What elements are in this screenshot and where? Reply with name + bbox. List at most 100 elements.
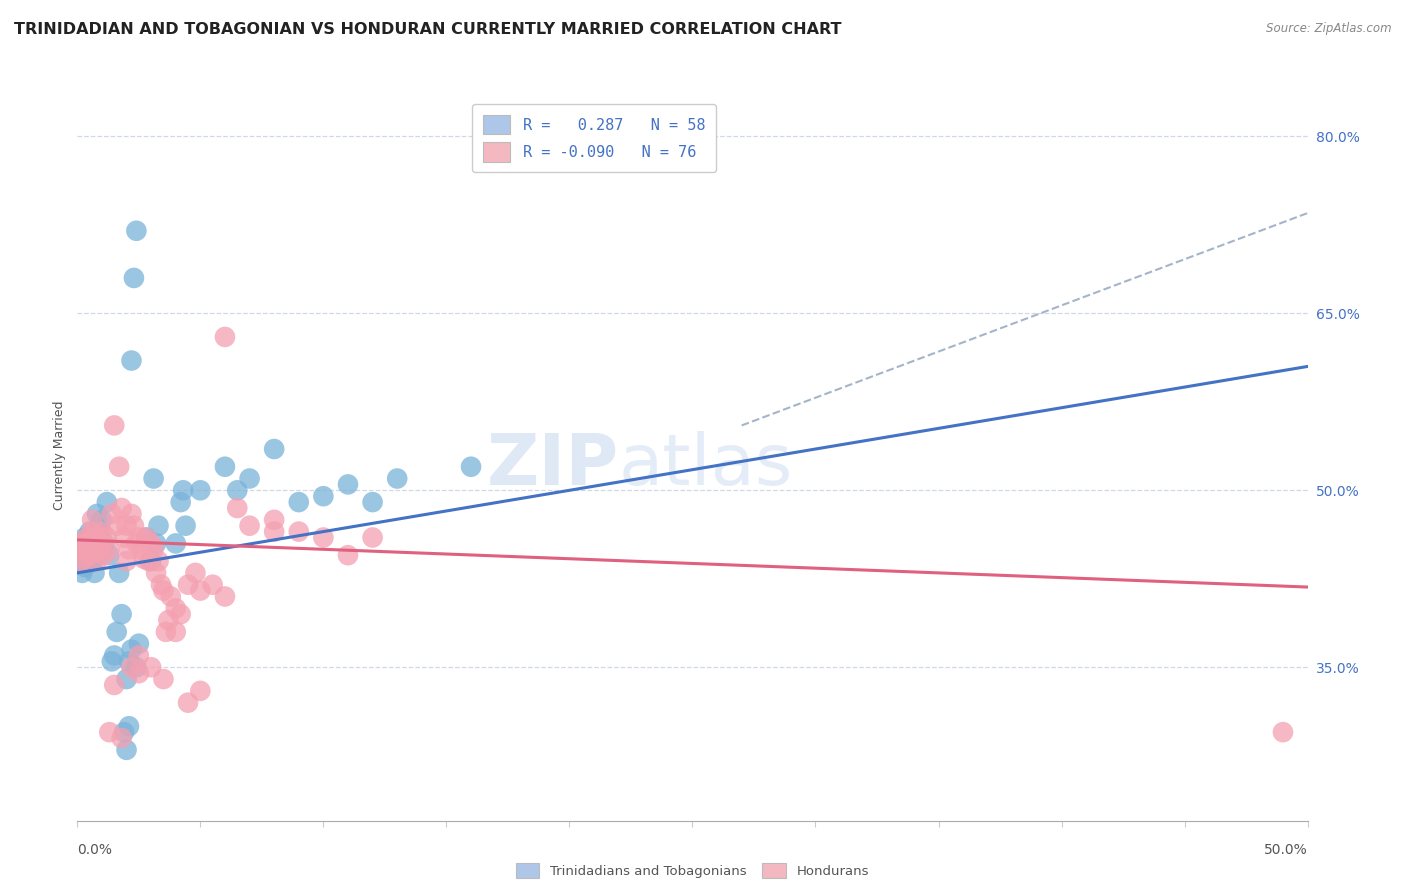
- Point: [115, 672, 138, 686]
- Point: [148, 554, 170, 568]
- Point: [105, 624, 128, 639]
- Point: [118, 719, 141, 733]
- Point: [73, 551, 96, 566]
- Point: [115, 554, 138, 568]
- Point: [188, 483, 212, 498]
- Point: [70, 542, 93, 557]
- Text: atlas: atlas: [619, 432, 793, 500]
- Point: [122, 518, 145, 533]
- Point: [337, 477, 360, 491]
- Point: [118, 542, 141, 557]
- Point: [263, 442, 285, 456]
- Point: [82, 531, 104, 545]
- Point: [312, 489, 335, 503]
- Point: [1272, 725, 1295, 739]
- Point: [86, 548, 108, 562]
- Point: [121, 353, 143, 368]
- Point: [170, 495, 193, 509]
- Point: [135, 531, 157, 545]
- Point: [112, 725, 135, 739]
- Point: [83, 551, 105, 566]
- Point: [122, 271, 145, 285]
- Point: [263, 513, 285, 527]
- Point: [121, 507, 143, 521]
- Point: [111, 501, 132, 516]
- Point: [73, 531, 96, 545]
- Point: [86, 507, 108, 521]
- Point: [188, 684, 212, 698]
- Point: [90, 524, 114, 539]
- Point: [177, 696, 200, 710]
- Point: [98, 542, 121, 557]
- Point: [128, 648, 150, 663]
- Point: [90, 536, 114, 550]
- Point: [177, 577, 200, 591]
- Point: [108, 566, 131, 580]
- Point: [108, 459, 131, 474]
- Point: [83, 566, 105, 580]
- Point: [101, 654, 124, 668]
- Point: [69, 536, 91, 550]
- Point: [79, 548, 101, 562]
- Text: Source: ZipAtlas.com: Source: ZipAtlas.com: [1267, 22, 1392, 36]
- Point: [138, 554, 160, 568]
- Point: [129, 542, 153, 557]
- Point: [165, 601, 187, 615]
- Point: [121, 642, 143, 657]
- Point: [70, 548, 93, 562]
- Point: [141, 536, 163, 550]
- Point: [128, 531, 150, 545]
- Point: [111, 607, 132, 622]
- Y-axis label: Currently Married: Currently Married: [53, 401, 66, 509]
- Point: [174, 518, 197, 533]
- Point: [111, 731, 132, 745]
- Point: [121, 660, 143, 674]
- Point: [86, 554, 108, 568]
- Point: [93, 536, 115, 550]
- Point: [83, 544, 105, 558]
- Text: TRINIDADIAN AND TOBAGONIAN VS HONDURAN CURRENTLY MARRIED CORRELATION CHART: TRINIDADIAN AND TOBAGONIAN VS HONDURAN C…: [14, 22, 842, 37]
- Point: [152, 672, 174, 686]
- Point: [288, 495, 311, 509]
- Point: [89, 518, 111, 533]
- Point: [98, 725, 121, 739]
- Point: [101, 507, 124, 521]
- Point: [135, 531, 157, 545]
- Point: [142, 471, 165, 485]
- Point: [105, 518, 128, 533]
- Point: [312, 531, 335, 545]
- Point: [145, 566, 167, 580]
- Point: [90, 513, 114, 527]
- Point: [118, 654, 141, 668]
- Point: [361, 495, 384, 509]
- Point: [152, 583, 174, 598]
- Point: [145, 536, 167, 550]
- Point: [128, 637, 150, 651]
- Point: [141, 554, 163, 568]
- Point: [214, 330, 236, 344]
- Point: [385, 471, 409, 485]
- Point: [226, 501, 249, 516]
- Point: [73, 560, 96, 574]
- Point: [239, 471, 262, 485]
- Point: [155, 624, 177, 639]
- Point: [90, 542, 114, 557]
- Point: [239, 518, 262, 533]
- Point: [98, 548, 121, 562]
- Legend: Trinidadians and Tobagonians, Hondurans: Trinidadians and Tobagonians, Hondurans: [510, 858, 875, 884]
- Point: [188, 583, 212, 598]
- Point: [184, 566, 207, 580]
- Point: [70, 566, 93, 580]
- Point: [83, 531, 105, 545]
- Point: [460, 459, 482, 474]
- Point: [79, 536, 101, 550]
- Point: [214, 459, 236, 474]
- Point: [70, 554, 93, 568]
- Point: [89, 544, 111, 558]
- Point: [125, 536, 148, 550]
- Point: [226, 483, 249, 498]
- Point: [165, 536, 187, 550]
- Point: [96, 531, 118, 545]
- Point: [73, 536, 96, 550]
- Point: [125, 660, 148, 674]
